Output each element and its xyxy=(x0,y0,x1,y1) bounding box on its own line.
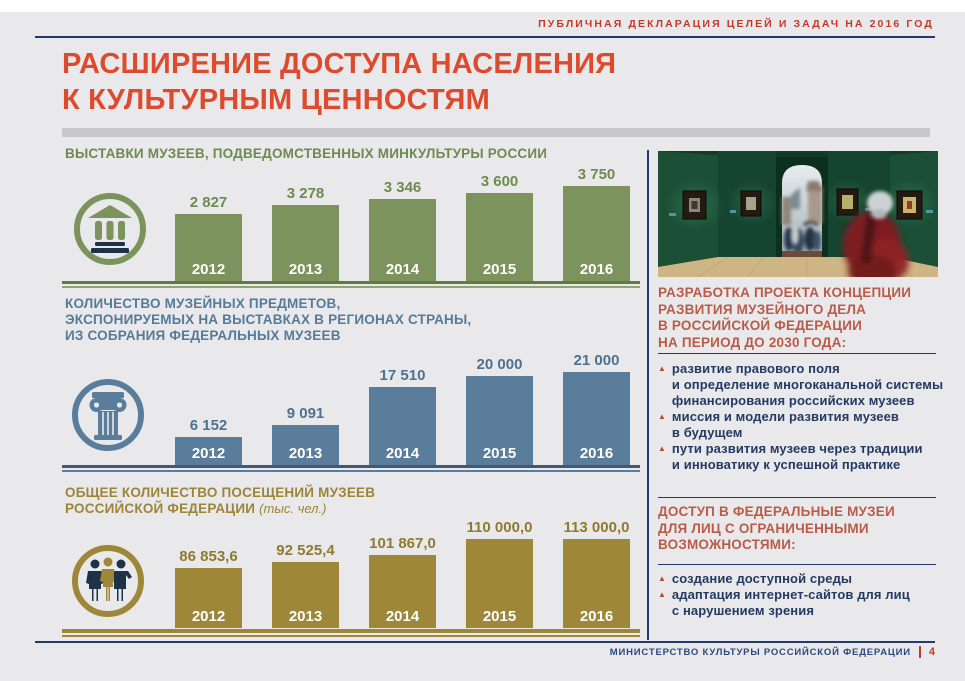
bar-value-label: 113 000,0 xyxy=(563,519,630,536)
chart3-baseline-thin xyxy=(62,635,640,637)
bar-2016: 3 750 2016 xyxy=(563,166,630,281)
sidebar-heading-concept-2030: РАЗРАБОТКА ПРОЕКТА КОНЦЕПЦИИ РАЗВИТИЯ МУ… xyxy=(658,285,912,350)
bar-2015: 110 000,0 2015 xyxy=(466,519,533,628)
list-item: ▲ создание доступной среды xyxy=(658,571,946,587)
triangle-bullet-icon: ▲ xyxy=(658,444,666,453)
triangle-bullet-icon: ▲ xyxy=(658,590,666,599)
bar-2014: 3 346 2014 xyxy=(369,179,436,281)
chart2-baseline xyxy=(62,465,640,468)
bar-value-label: 9 091 xyxy=(286,405,325,422)
bar-2012: 6 152 2012 xyxy=(175,417,242,465)
bullet-text: адаптация интернет-сайтов для лиц с нару… xyxy=(671,587,910,618)
bar-value-label: 3 278 xyxy=(286,185,325,202)
bar-2014: 101 867,0 2014 xyxy=(369,535,436,628)
chart3-title-text: ОБЩЕЕ КОЛИЧЕСТВО ПОСЕЩЕНИЙ МУЗЕЕВ РОССИЙ… xyxy=(65,485,376,516)
bar-value-label: 20 000 xyxy=(476,356,523,373)
bar-2013: 3 278 2013 xyxy=(272,185,339,281)
bar-year-label: 2012 xyxy=(191,445,226,462)
bar-year-label: 2013 xyxy=(288,445,323,462)
chart1-baseline-thin xyxy=(62,286,640,288)
page-title: РАСШИРЕНИЕ ДОСТУПА НАСЕЛЕНИЯ К КУЛЬТУРНЫ… xyxy=(62,48,617,116)
chart2-bars: 6 152 2012 9 091 2013 17 510 2014 20 000 2015 21… xyxy=(175,352,635,465)
bar-2012: 86 853,6 2012 xyxy=(175,548,242,628)
footer-separator xyxy=(918,646,921,658)
bar-year-label: 2014 xyxy=(385,445,420,462)
sidebar-rule xyxy=(658,497,936,498)
sidebar-bullet-list-1: ▲ развитие правового поля и определение … xyxy=(658,361,946,473)
bar-year-label: 2013 xyxy=(288,608,323,625)
bullet-text: пути развития музеев через традиции и ин… xyxy=(671,441,923,472)
chart3-title: ОБЩЕЕ КОЛИЧЕСТВО ПОСЕЩЕНИЙ МУЗЕЕВ РОССИЙ… xyxy=(65,485,375,517)
greek-column-icon xyxy=(70,377,146,453)
page-number: 4 xyxy=(928,646,935,658)
bar-2016: 113 000,0 2016 xyxy=(563,519,630,628)
bar-value-label: 92 525,4 xyxy=(276,542,335,559)
sidebar-rule xyxy=(658,564,936,565)
chart1-bars: 2 827 2012 3 278 2013 3 346 2014 3 600 2015 3 75… xyxy=(175,166,635,281)
top-white-strip xyxy=(0,0,965,12)
bullet-text: миссия и модели развития музеев в будуще… xyxy=(671,409,900,440)
bar-year-label: 2016 xyxy=(579,445,614,462)
bullet-text: создание доступной среды xyxy=(671,571,853,586)
list-item: ▲ пути развития музеев через традиции и … xyxy=(658,441,946,473)
triangle-bullet-icon: ▲ xyxy=(658,364,666,373)
triangle-bullet-icon: ▲ xyxy=(658,574,666,583)
bar-year-label: 2016 xyxy=(579,608,614,625)
sidebar-rule xyxy=(658,353,936,354)
chart2-title: КОЛИЧЕСТВО МУЗЕЙНЫХ ПРЕДМЕТОВ, ЭКСПОНИРУ… xyxy=(65,296,472,343)
vertical-divider xyxy=(647,150,649,640)
chart3-title-note: (тыс. чел.) xyxy=(259,501,327,516)
list-item: ▲ адаптация интернет-сайтов для лиц с на… xyxy=(658,587,946,619)
chart1-baseline xyxy=(62,281,640,284)
bar-value-label: 110 000,0 xyxy=(466,519,533,536)
bar-value-label: 17 510 xyxy=(379,367,426,384)
museum-gallery-photo xyxy=(658,151,938,287)
visitors-group-icon xyxy=(70,543,146,619)
bar-2015: 20 000 2015 xyxy=(466,356,533,465)
museum-building-icon xyxy=(72,191,148,267)
bar-year-label: 2016 xyxy=(579,261,614,278)
footer-rule xyxy=(35,641,935,643)
list-item: ▲ миссия и модели развития музеев в буду… xyxy=(658,409,946,441)
bar-year-label: 2015 xyxy=(482,261,517,278)
bar-year-label: 2013 xyxy=(288,261,323,278)
footer-ministry-text: МИНИСТЕРСТВО КУЛЬТУРЫ РОССИЙСКОЙ ФЕДЕРАЦ… xyxy=(609,646,911,658)
chart3-baseline xyxy=(62,629,640,633)
bar-year-label: 2015 xyxy=(482,445,517,462)
triangle-bullet-icon: ▲ xyxy=(658,412,666,421)
bar-2015: 3 600 2015 xyxy=(466,173,533,281)
bar-value-label: 2 827 xyxy=(189,194,228,211)
bar-2013: 9 091 2013 xyxy=(272,405,339,465)
header-declaration-text: ПУБЛИЧНАЯ ДЕКЛАРАЦИЯ ЦЕЛЕЙ И ЗАДАЧ НА 20… xyxy=(538,18,934,30)
bar-year-label: 2014 xyxy=(385,261,420,278)
sidebar-bullet-list-2: ▲ создание доступной среды ▲ адаптация и… xyxy=(658,571,946,619)
bullet-text: развитие правового поля и определение мн… xyxy=(671,361,944,408)
bar-value-label: 3 750 xyxy=(577,166,616,183)
bar-2012: 2 827 2012 xyxy=(175,194,242,281)
bar-value-label: 101 867,0 xyxy=(369,535,436,552)
bar-year-label: 2012 xyxy=(191,261,226,278)
list-item: ▲ развитие правового поля и определение … xyxy=(658,361,946,409)
bar-2016: 21 000 2016 xyxy=(563,352,630,465)
bar-value-label: 21 000 xyxy=(573,352,620,369)
bar-2013: 92 525,4 2013 xyxy=(272,542,339,628)
header-rule xyxy=(35,36,935,38)
bar-year-label: 2012 xyxy=(191,608,226,625)
chart2-baseline-thin xyxy=(62,470,640,472)
bar-year-label: 2014 xyxy=(385,608,420,625)
footer: МИНИСТЕРСТВО КУЛЬТУРЫ РОССИЙСКОЙ ФЕДЕРАЦ… xyxy=(610,646,935,658)
sidebar-heading-accessibility: ДОСТУП В ФЕДЕРАЛЬНЫЕ МУЗЕИ ДЛЯ ЛИЦ С ОГР… xyxy=(658,504,895,552)
title-divider-band xyxy=(62,128,930,137)
bar-value-label: 86 853,6 xyxy=(179,548,238,565)
bar-year-label: 2015 xyxy=(482,608,517,625)
chart3-bars: 86 853,6 2012 92 525,4 2013 101 867,0 2014 110… xyxy=(175,519,635,628)
bar-value-label: 3 600 xyxy=(480,173,519,190)
bar-value-label: 6 152 xyxy=(189,417,228,434)
chart1-title: ВЫСТАВКИ МУЗЕЕВ, ПОДВЕДОМСТВЕННЫХ МИНКУЛ… xyxy=(65,146,548,161)
bar-2014: 17 510 2014 xyxy=(369,367,436,465)
bar-value-label: 3 346 xyxy=(383,179,422,196)
